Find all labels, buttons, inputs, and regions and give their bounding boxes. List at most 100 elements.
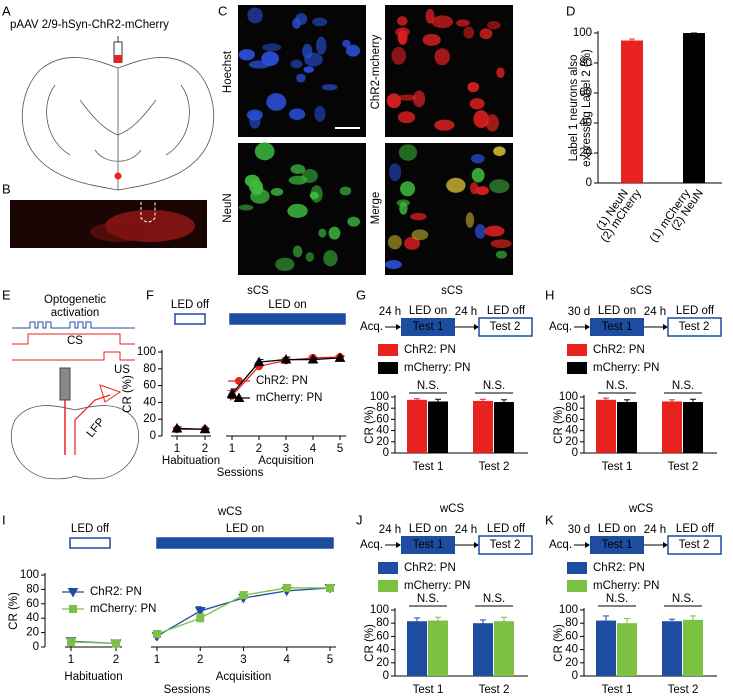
y-tick-label: 80 (579, 57, 592, 69)
y-tick-label: 20 (579, 147, 592, 159)
legend-label: mCherry: PN (404, 580, 470, 592)
cell (422, 33, 441, 46)
bar (621, 40, 643, 183)
test-box (590, 318, 644, 336)
series-line (176, 427, 206, 430)
significance: N.S. (483, 593, 505, 605)
cell (296, 73, 306, 83)
y-tick-label: 0 (383, 447, 389, 459)
cell (244, 174, 260, 187)
cell (318, 228, 327, 238)
bar (473, 400, 493, 453)
y-tick-label: 100 (573, 27, 592, 39)
cell (446, 177, 466, 193)
group-label: Habituation (64, 671, 122, 683)
cell (287, 203, 308, 218)
cell (475, 186, 489, 196)
cell (434, 119, 455, 131)
schematic-e (10, 321, 140, 480)
y-tick-label: 0 (586, 177, 592, 189)
us-label: US (114, 364, 130, 376)
cell (410, 212, 427, 221)
test-box (478, 317, 533, 337)
brain-structures (46, 68, 190, 190)
led-bar (69, 537, 111, 549)
timeline-test: Test 1 (602, 321, 633, 333)
y-tick-label: 80 (143, 363, 156, 375)
led-bar (156, 537, 334, 549)
bar (683, 33, 705, 183)
y-tick-label: 40 (565, 644, 578, 656)
cell (261, 51, 279, 67)
y-tick-label: 20 (565, 657, 578, 669)
cell (471, 154, 485, 164)
y-tick-label: 40 (376, 425, 389, 437)
panel-label: A (2, 3, 11, 18)
timeline-phase: LED on (409, 305, 447, 317)
x-tick-label: 3 (283, 443, 289, 455)
cell (469, 98, 485, 110)
legend-label: ChR2: PN (593, 344, 645, 356)
timeline-test: Test 1 (413, 539, 444, 551)
cell (316, 36, 327, 55)
y-tick-label: 0 (572, 447, 578, 459)
panel-label: K (545, 512, 554, 527)
legend-label: ChR2: PN (404, 562, 456, 574)
y-axis-label: CR (%) (553, 406, 565, 444)
marker (199, 423, 211, 434)
cell (275, 257, 295, 272)
syringe-virus (114, 55, 122, 63)
timeline-start: Acq. (360, 539, 383, 551)
cell (473, 110, 489, 129)
panel-label: J (356, 512, 363, 527)
cell (493, 146, 506, 157)
cell (425, 8, 435, 24)
injection-site (114, 172, 122, 180)
y-tick-label: 40 (579, 117, 592, 129)
timeline-delay: 30 d (568, 524, 590, 536)
x-tick-label: Test 2 (479, 684, 510, 696)
significance: N.S. (672, 380, 694, 392)
legend-swatch (378, 562, 398, 574)
y-tick-label: 80 (565, 617, 578, 629)
timeline-phase: LED on (598, 523, 636, 535)
legend-swatch (378, 362, 398, 374)
legend-swatch (567, 562, 587, 574)
cell (484, 225, 505, 237)
panel-label: H (545, 287, 554, 302)
y-tick-label: 60 (565, 413, 578, 425)
y-tick-label: 60 (143, 380, 156, 392)
timeline-start: Acq. (549, 321, 572, 333)
cell (238, 49, 255, 61)
bar (494, 402, 514, 453)
cell (385, 260, 402, 269)
cell (474, 224, 486, 239)
led-label: LED on (268, 299, 306, 311)
fiber-track (140, 202, 156, 223)
y-tick-label: 0 (383, 670, 389, 682)
marker (194, 607, 206, 617)
cell (489, 179, 510, 194)
schematic-title: activation (51, 307, 100, 319)
panel-label: E (2, 287, 11, 302)
marker (282, 583, 291, 592)
arrow-head (396, 542, 401, 548)
cs-trace (12, 333, 135, 345)
chart-title: wCS (628, 503, 654, 515)
arrow-head (663, 324, 668, 330)
bar (596, 620, 616, 676)
led-label: LED off (171, 299, 210, 311)
y-tick-label: 60 (565, 630, 578, 642)
y-tick-label: 60 (579, 87, 592, 99)
marker (326, 583, 334, 592)
panel-label: D (566, 3, 575, 18)
legend-swatch (567, 580, 587, 592)
y-tick-label: 60 (376, 630, 389, 642)
cell (339, 186, 352, 196)
x-tick-label: 1 (174, 443, 180, 455)
cell (467, 81, 480, 93)
y-tick-label: 60 (26, 598, 39, 610)
x-tick-label: Test 1 (602, 684, 633, 696)
x-tick-label: Test 1 (602, 461, 633, 473)
